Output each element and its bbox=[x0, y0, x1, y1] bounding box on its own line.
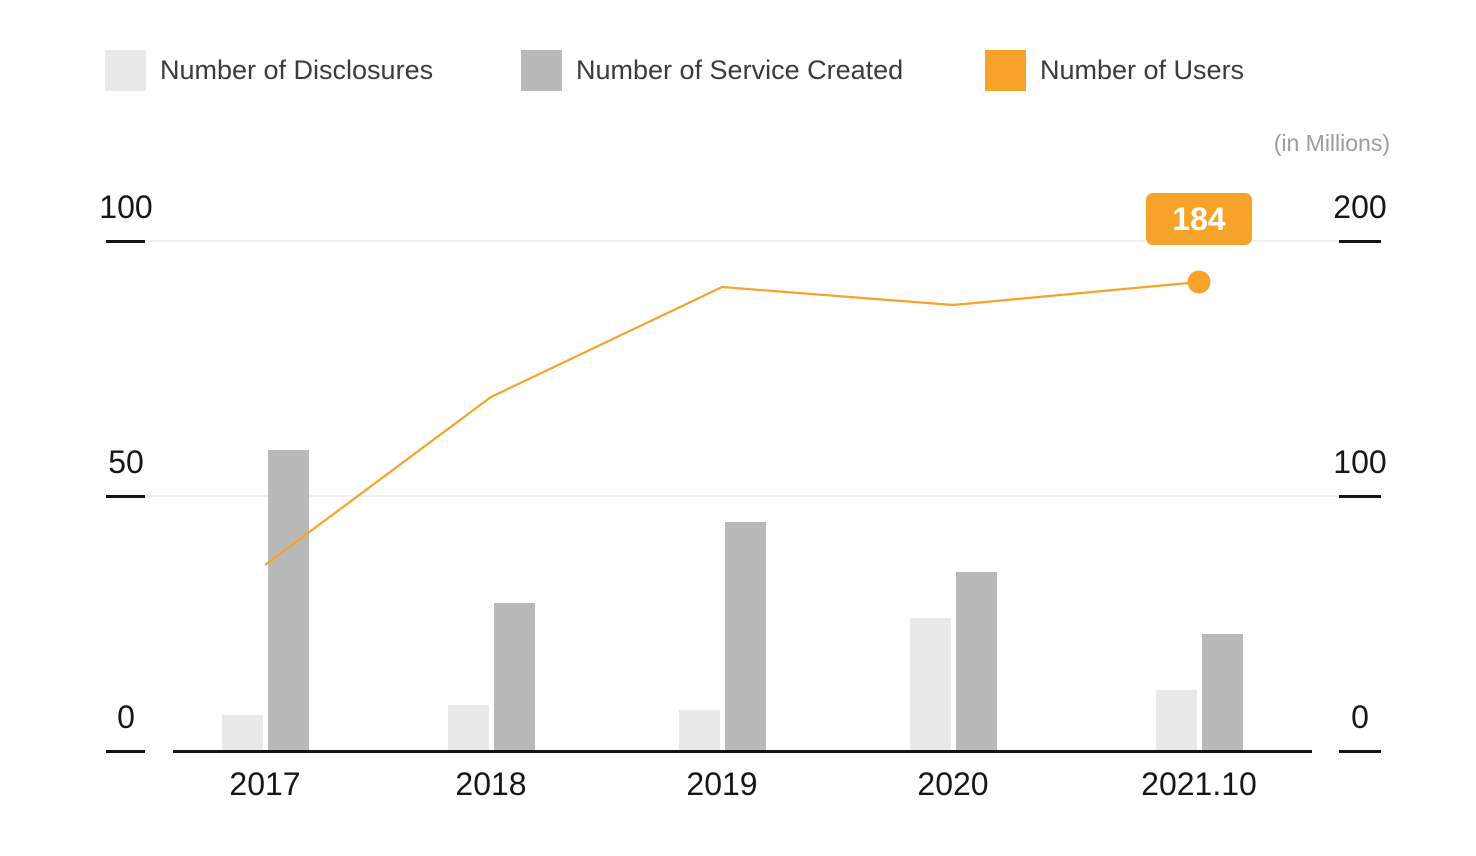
bar bbox=[222, 715, 263, 751]
users-line-endpoint-dot bbox=[1187, 270, 1211, 294]
legend-label: Number of Service Created bbox=[576, 55, 904, 85]
right-axis-label: 0 bbox=[1351, 699, 1369, 735]
unit-note: (in Millions) bbox=[1273, 130, 1390, 156]
legend-label: Number of Disclosures bbox=[160, 55, 434, 85]
bar bbox=[1156, 690, 1197, 751]
legend-item: Number of Disclosures bbox=[105, 50, 433, 91]
bar bbox=[494, 603, 535, 751]
right-axis-label: 200 bbox=[1333, 189, 1387, 225]
right-axis-label: 100 bbox=[1333, 444, 1387, 480]
right-axis-tick bbox=[1339, 495, 1381, 498]
x-axis-label: 2021.10 bbox=[1141, 766, 1257, 802]
right-axis-tick bbox=[1339, 240, 1381, 243]
grid-line bbox=[145, 240, 1339, 242]
left-axis-label: 50 bbox=[108, 444, 144, 480]
bar bbox=[725, 522, 766, 751]
bar bbox=[679, 710, 720, 751]
legend-swatch-icon bbox=[985, 50, 1026, 91]
legend-item: Number of Service Created bbox=[521, 50, 903, 91]
left-axis-tick bbox=[106, 495, 145, 498]
x-axis-line bbox=[173, 750, 1312, 753]
legend-item: Number of Users bbox=[985, 50, 1244, 91]
legend-swatch-icon bbox=[521, 50, 562, 91]
bar bbox=[956, 572, 997, 751]
bar bbox=[448, 705, 489, 751]
x-axis-label: 2020 bbox=[917, 766, 989, 802]
bar bbox=[910, 618, 951, 751]
right-axis-tick bbox=[1339, 750, 1381, 753]
legend-swatch-icon bbox=[105, 50, 146, 91]
bar bbox=[268, 450, 309, 751]
x-axis-label: 2017 bbox=[229, 766, 301, 802]
x-axis-label: 2018 bbox=[455, 766, 527, 802]
grid-line bbox=[145, 495, 1339, 497]
bar bbox=[1202, 634, 1243, 751]
left-axis-tick bbox=[106, 750, 145, 753]
left-axis-label: 0 bbox=[117, 699, 135, 735]
legend-label: Number of Users bbox=[1040, 55, 1245, 85]
left-axis-label: 100 bbox=[99, 189, 153, 225]
left-axis-tick bbox=[106, 240, 145, 243]
x-axis-label: 2019 bbox=[686, 766, 758, 802]
value-callout: 184 bbox=[1146, 193, 1252, 245]
